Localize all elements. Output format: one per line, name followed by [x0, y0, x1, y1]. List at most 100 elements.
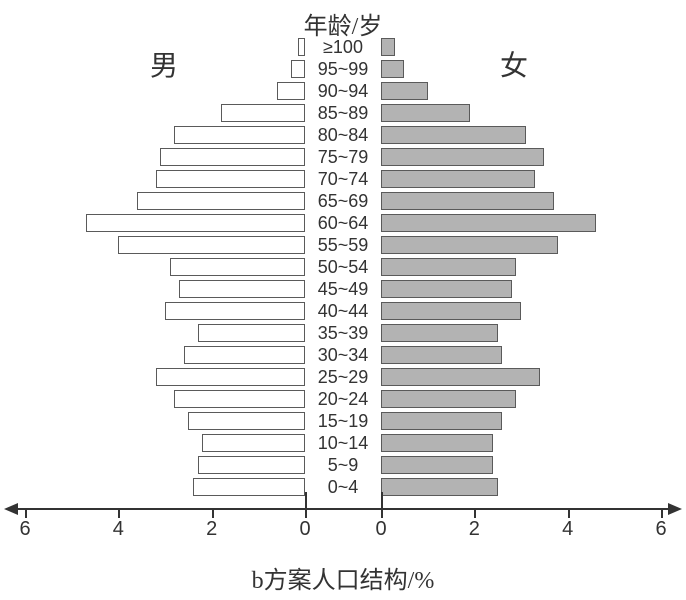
bar-male [165, 302, 305, 320]
pyramid-row: 15~19 [0, 410, 686, 432]
cohort-label: 10~14 [318, 432, 369, 454]
pyramid-row: 35~39 [0, 322, 686, 344]
pyramid-row: 95~99 [0, 58, 686, 80]
pyramid-row: 40~44 [0, 300, 686, 322]
bar-female [381, 434, 493, 452]
bar-female [381, 368, 540, 386]
x-tick-label: 6 [655, 518, 666, 541]
cohort-label: 0~4 [328, 476, 359, 498]
cohort-label: 70~74 [318, 168, 369, 190]
x-axis [16, 508, 670, 510]
bar-male [291, 60, 305, 78]
pyramid-row: 30~34 [0, 344, 686, 366]
x-tick [661, 508, 663, 518]
bar-female [381, 170, 535, 188]
cohort-label: 45~49 [318, 278, 369, 300]
bar-female [381, 38, 395, 56]
x-tick [25, 508, 27, 518]
bar-female [381, 346, 502, 364]
bar-male [156, 170, 305, 188]
x-tick [474, 508, 476, 518]
cohort-label: 85~89 [318, 102, 369, 124]
x-tick-label: 2 [206, 518, 217, 541]
cohort-label: 65~69 [318, 190, 369, 212]
x-tick [305, 508, 307, 518]
bar-female [381, 60, 404, 78]
bar-female [381, 390, 516, 408]
bar-male [174, 390, 305, 408]
axis-arrow-left-icon [4, 503, 18, 515]
chart-caption: b方案人口结构/% [252, 560, 435, 595]
bar-female [381, 412, 502, 430]
bar-male [174, 126, 305, 144]
cohort-label: 40~44 [318, 300, 369, 322]
bar-male [193, 478, 305, 496]
x-tick-label: 2 [469, 518, 480, 541]
x-tick [118, 508, 120, 518]
bar-female [381, 104, 470, 122]
bar-male [277, 82, 305, 100]
pyramid-row: ≥100 [0, 36, 686, 58]
cohort-label: ≥100 [323, 36, 363, 58]
pyramid-row: 10~14 [0, 432, 686, 454]
pyramid-row: 5~9 [0, 454, 686, 476]
cohort-label: 35~39 [318, 322, 369, 344]
bar-female [381, 302, 521, 320]
pyramid-row: 50~54 [0, 256, 686, 278]
bar-male [179, 280, 305, 298]
cohort-label: 15~19 [318, 410, 369, 432]
x-tick [568, 508, 570, 518]
bar-female [381, 236, 558, 254]
bar-female [381, 280, 512, 298]
cohort-label: 95~99 [318, 58, 369, 80]
bar-male [160, 148, 305, 166]
bar-male [188, 412, 305, 430]
bar-female [381, 258, 516, 276]
x-tick-label: 4 [113, 518, 124, 541]
bar-female [381, 126, 526, 144]
pyramid-row: 65~69 [0, 190, 686, 212]
bar-male [86, 214, 305, 232]
cohort-label: 80~84 [318, 124, 369, 146]
bar-female [381, 478, 498, 496]
pyramid-row: 20~24 [0, 388, 686, 410]
cohort-label: 20~24 [318, 388, 369, 410]
cohort-label: 60~64 [318, 212, 369, 234]
cohort-label: 25~29 [318, 366, 369, 388]
pyramid-row: 55~59 [0, 234, 686, 256]
cohort-label: 5~9 [328, 454, 359, 476]
x-tick [212, 508, 214, 518]
cohort-label: 75~79 [318, 146, 369, 168]
pyramid-row: 60~64 [0, 212, 686, 234]
pyramid-row: 45~49 [0, 278, 686, 300]
population-pyramid: 年龄/岁 男 女 ≥10095~9990~9485~8980~8475~7970… [0, 0, 686, 600]
bar-male [202, 434, 305, 452]
x-tick-label: 4 [562, 518, 573, 541]
bar-female [381, 456, 493, 474]
pyramid-row: 25~29 [0, 366, 686, 388]
pyramid-row: 70~74 [0, 168, 686, 190]
axis-arrow-right-icon [668, 503, 682, 515]
bar-male [221, 104, 305, 122]
pyramid-row: 0~4 [0, 476, 686, 498]
x-tick-label: 0 [375, 518, 386, 541]
cohort-label: 50~54 [318, 256, 369, 278]
bar-male [156, 368, 305, 386]
bar-male [184, 346, 305, 364]
bar-female [381, 324, 498, 342]
cohort-label: 30~34 [318, 344, 369, 366]
bar-male [198, 324, 305, 342]
bar-male [118, 236, 305, 254]
bar-female [381, 192, 554, 210]
bar-female [381, 82, 428, 100]
cohort-label: 90~94 [318, 80, 369, 102]
bar-male [198, 456, 305, 474]
pyramid-row: 85~89 [0, 102, 686, 124]
bar-female [381, 214, 596, 232]
pyramid-row: 90~94 [0, 80, 686, 102]
x-tick [381, 508, 383, 518]
x-tick-label: 6 [19, 518, 30, 541]
bar-male [170, 258, 305, 276]
x-tick-label: 0 [299, 518, 310, 541]
pyramid-row: 80~84 [0, 124, 686, 146]
